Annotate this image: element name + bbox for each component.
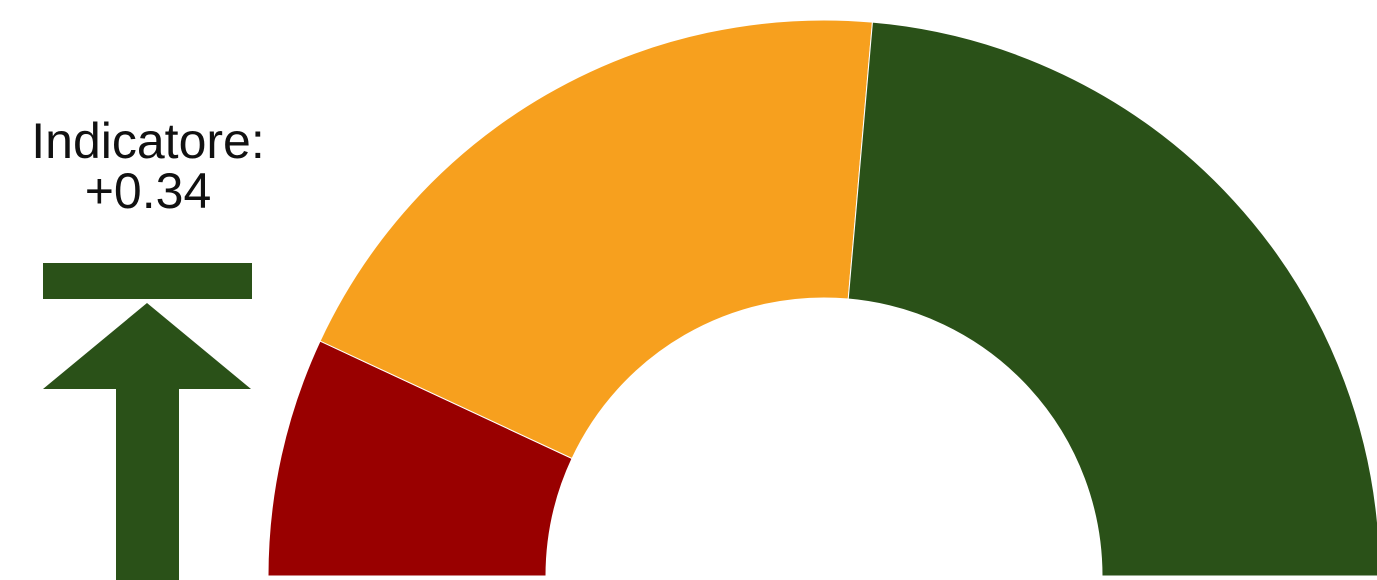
indicator-value: +0.34 — [84, 163, 212, 219]
arrow-head — [43, 303, 251, 389]
gauge-segment-2 — [319, 19, 874, 460]
arrow-top-bar — [43, 263, 252, 299]
indicator-title: Indicatore: — [31, 113, 265, 169]
indicator-label: Indicatore: +0.34 — [0, 116, 296, 216]
arrow-shaft — [116, 389, 179, 580]
arrow-up-to-bar-icon — [43, 263, 252, 580]
gauge-segment-3 — [847, 21, 1377, 577]
